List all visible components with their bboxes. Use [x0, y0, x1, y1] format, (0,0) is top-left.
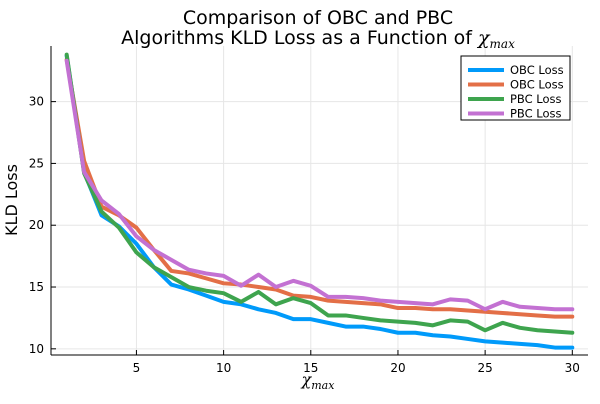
x-label-symbol: χ [301, 370, 313, 389]
legend-label-1: OBC Loss [510, 63, 564, 77]
chart-title: Comparison of OBC and PBC [183, 7, 453, 29]
y-tick-label: 25 [29, 156, 44, 170]
series-line-4 [64, 58, 575, 312]
y-tick-label: 30 [29, 95, 44, 109]
legend-label-4: PBC Loss [510, 107, 562, 121]
x-label-subscript: max [311, 379, 335, 392]
y-axis-label: KLD Loss [2, 164, 21, 236]
x-tick-label: 30 [565, 361, 580, 375]
axis-ticks: 5 10 15 20 25 30 10 15 20 25 30 [29, 95, 580, 375]
legend-label-3: PBC Loss [510, 92, 562, 106]
x-tick-label: 10 [216, 361, 231, 375]
x-axis-label: χmax [301, 370, 336, 392]
x-tick-label: 20 [390, 361, 405, 375]
series-line-3 [64, 52, 575, 335]
title-line2-text: Algorithms KLD Loss as a Function of [121, 27, 478, 49]
y-tick-label: 20 [29, 218, 44, 232]
y-tick-label: 10 [29, 342, 44, 356]
chart-title-line2: Algorithms KLD Loss as a Function of χma… [121, 27, 515, 51]
title-math-subscript: max [490, 37, 516, 51]
series-lines [64, 52, 575, 350]
grid [51, 46, 588, 355]
x-tick-label: 25 [477, 361, 492, 375]
x-tick-label: 15 [303, 361, 318, 375]
x-tick-label: 5 [133, 361, 141, 375]
axes [50, 46, 588, 356]
legend-box [460, 55, 571, 121]
y-tick-label: 15 [29, 280, 44, 294]
legend-label-2: OBC Loss [510, 78, 564, 92]
title-math-symbol: χ [476, 27, 491, 49]
